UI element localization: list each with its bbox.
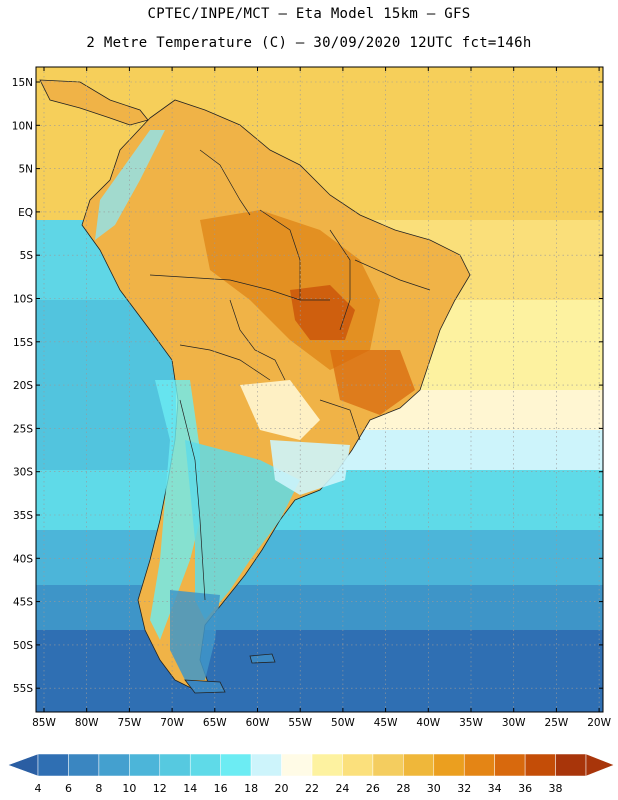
colorbar-label: 8 — [95, 782, 102, 795]
lon-label: 50W — [331, 717, 355, 729]
colorbar-segment — [555, 753, 587, 777]
map-frame — [35, 66, 604, 713]
lat-label: 15N — [12, 77, 33, 89]
colorbar-label: 22 — [305, 782, 319, 795]
colorbar-label: 14 — [183, 782, 197, 795]
colorbar-label: 26 — [366, 782, 380, 795]
lat-label: 20S — [13, 380, 33, 392]
lat-label: 5S — [20, 250, 34, 262]
lat-label: 10N — [12, 120, 33, 132]
lon-label: 20W — [587, 717, 611, 729]
lon-label: 35W — [459, 717, 483, 729]
lon-label: 70W — [160, 717, 184, 729]
chart-title-line1: CPTEC/INPE/MCT – Eta Model 15km – GFS — [147, 6, 471, 22]
border-line — [179, 344, 271, 381]
colorbar-segment — [250, 753, 282, 777]
colorbar-label: 16 — [214, 782, 228, 795]
colorbar-segment — [281, 753, 313, 777]
uruguay-cool — [270, 440, 350, 495]
colorbar-segment — [403, 753, 435, 777]
lon-label: 25W — [545, 717, 569, 729]
border-line — [229, 299, 286, 381]
colorbar-segment — [311, 753, 343, 777]
axis-ticks — [36, 67, 603, 712]
colorbar-label: 4 — [35, 782, 42, 795]
lon-label: 75W — [118, 717, 142, 729]
colorbar-over-arrow — [585, 753, 615, 777]
lat-label: 45S — [13, 597, 33, 609]
lon-label: 80W — [75, 717, 99, 729]
colorbar-label: 32 — [457, 782, 471, 795]
colorbar-label: 38 — [549, 782, 563, 795]
lat-label: 55S — [13, 683, 33, 695]
lon-label: 55W — [288, 717, 312, 729]
chart-title-line2: 2 Metre Temperature (C) – 30/09/2020 12U… — [86, 35, 532, 51]
colorbar-segment — [524, 753, 556, 777]
lat-label: 50S — [13, 640, 33, 652]
colorbar-label: 20 — [275, 782, 289, 795]
lat-label: EQ — [18, 207, 33, 219]
colorbar-segment — [68, 753, 100, 777]
colorbar-label: 12 — [153, 782, 167, 795]
colorbar — [7, 753, 615, 777]
longitude-labels: 85W 80W 75W 70W 65W 60W 55W 50W 45W 40W 35W 30W 25W 2… — [32, 717, 611, 729]
colorbar-segment — [433, 753, 465, 777]
lon-label: 45W — [374, 717, 398, 729]
heat-core-se — [330, 350, 415, 415]
falklands — [249, 653, 276, 664]
lat-label: 5N — [18, 164, 33, 176]
border-line — [329, 229, 351, 331]
lon-label: 65W — [203, 717, 227, 729]
pampa-pale — [240, 380, 320, 440]
colorbar-label: 34 — [488, 782, 502, 795]
colorbar-segment — [189, 753, 221, 777]
border-line — [199, 149, 251, 216]
central-america-land — [39, 79, 149, 126]
lat-label: 15S — [13, 337, 33, 349]
andes-north-cool — [95, 130, 165, 240]
colorbar-label: 30 — [427, 782, 441, 795]
colorbar-segment — [98, 753, 130, 777]
colorbar-label: 6 — [65, 782, 72, 795]
colorbar-segment — [494, 753, 526, 777]
colorbar-label: 28 — [396, 782, 410, 795]
ocean-band-7 — [36, 630, 603, 712]
colorbar-segment — [129, 753, 161, 777]
border-line — [179, 399, 206, 601]
tierra-del-fuego — [184, 679, 226, 694]
lat-label: 10S — [13, 294, 33, 306]
border-line — [319, 399, 361, 441]
ocean-band-6 — [36, 585, 603, 635]
lat-label: 25S — [13, 423, 33, 435]
colorbar-labels: 4 6 8 10 12 14 16 18 20 22 24 26 28 30 32 34 36 38 — [35, 782, 563, 795]
patagonia — [170, 590, 220, 680]
colorbar-under-arrow — [7, 753, 39, 777]
colorbar-segment — [372, 753, 404, 777]
southern-cone — [185, 440, 300, 620]
lon-label: 30W — [502, 717, 526, 729]
border-line — [149, 274, 330, 301]
ocean-band-5 — [36, 530, 603, 590]
lat-label: 40S — [13, 553, 33, 565]
colorbar-segment — [463, 753, 495, 777]
lat-label: 35S — [13, 510, 33, 522]
lon-label: 60W — [246, 717, 270, 729]
colorbar-label: 36 — [518, 782, 532, 795]
colorbar-label: 18 — [244, 782, 258, 795]
colorbar-label: 24 — [335, 782, 349, 795]
colorbar-label: 10 — [122, 782, 136, 795]
graticule — [36, 67, 603, 712]
border-line — [354, 259, 431, 291]
latitude-labels: 15N 10N 5N EQ 5S 10S 15S 20S 25S 30S 35S 40S 45S 50S 5… — [12, 77, 34, 695]
lat-label: 30S — [13, 467, 33, 479]
colorbar-segment — [37, 753, 69, 777]
lon-label: 40W — [416, 717, 440, 729]
colorbar-segment — [220, 753, 252, 777]
colorbar-segment — [342, 753, 374, 777]
colorbar-segment — [159, 753, 191, 777]
lon-label: 85W — [32, 717, 56, 729]
